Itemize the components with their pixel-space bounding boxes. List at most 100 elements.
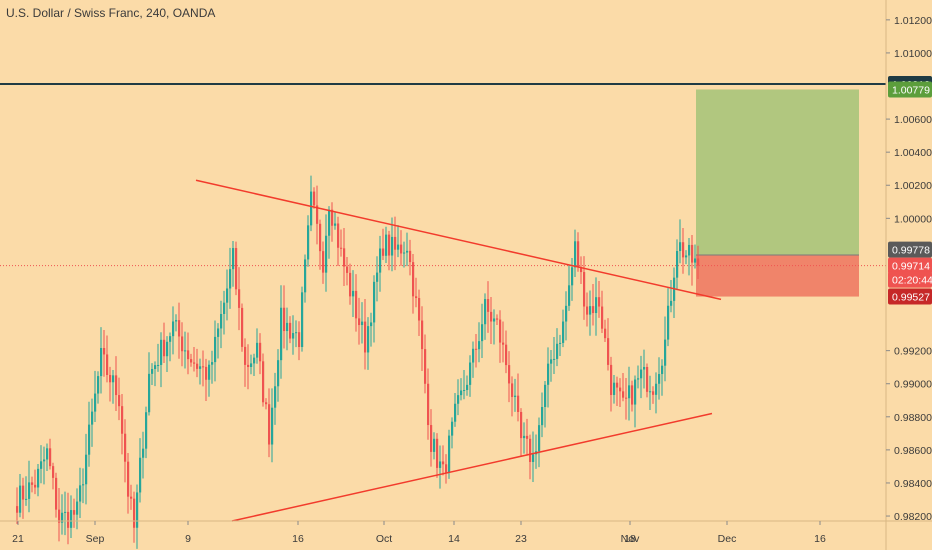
candle xyxy=(121,394,124,455)
candle xyxy=(307,215,310,267)
candle xyxy=(346,256,349,286)
candle-body xyxy=(469,362,472,385)
candle-body xyxy=(295,332,298,334)
candle xyxy=(382,228,385,260)
candle xyxy=(484,293,487,340)
candle xyxy=(67,492,70,545)
candle-body xyxy=(415,296,418,299)
candle-body xyxy=(220,314,223,329)
candle-body xyxy=(448,435,451,473)
candle xyxy=(520,408,523,456)
candle xyxy=(265,398,268,410)
candle-body xyxy=(409,250,412,263)
candle xyxy=(292,315,295,355)
candle xyxy=(694,244,697,269)
candle xyxy=(331,202,334,242)
candle xyxy=(82,468,85,504)
candle xyxy=(682,227,685,274)
candle-body xyxy=(31,482,34,485)
candle xyxy=(361,302,364,344)
candle-body xyxy=(604,328,607,339)
candle-body xyxy=(433,438,436,452)
candle-body xyxy=(619,387,622,392)
candle xyxy=(100,327,103,394)
candle-body xyxy=(379,248,382,273)
candle xyxy=(325,214,328,292)
candle-body xyxy=(679,242,682,252)
candle xyxy=(661,359,664,396)
candle xyxy=(538,417,541,468)
candle-body xyxy=(631,385,634,405)
candle-body xyxy=(151,369,154,374)
candle xyxy=(424,334,427,394)
candle xyxy=(118,377,121,421)
candle-body xyxy=(112,375,115,383)
candle-body xyxy=(592,306,595,314)
candle xyxy=(208,360,211,397)
candle-body xyxy=(166,341,169,357)
candle-body xyxy=(139,457,142,493)
candle-body xyxy=(601,306,604,329)
candle xyxy=(691,234,694,286)
candle-body xyxy=(136,492,139,528)
candle xyxy=(25,476,28,506)
candle-body xyxy=(691,244,694,263)
candle-body xyxy=(589,306,592,315)
candle-body xyxy=(694,258,697,263)
candle xyxy=(322,241,325,284)
candle xyxy=(106,335,109,383)
candle xyxy=(595,277,598,336)
y-tick-label: 1.01200 xyxy=(894,15,932,27)
candle xyxy=(241,303,244,352)
candle-body xyxy=(169,336,172,342)
candle xyxy=(37,463,40,497)
candle xyxy=(613,374,616,404)
candle-body xyxy=(259,342,262,362)
candle-body xyxy=(229,269,232,289)
price-tag-bg xyxy=(888,241,932,258)
candle-body xyxy=(211,362,214,365)
candle-body xyxy=(367,326,370,353)
candle xyxy=(412,253,415,314)
x-tick-label: 9 xyxy=(185,533,191,545)
candle xyxy=(115,356,118,411)
candle xyxy=(205,358,208,402)
candle xyxy=(295,320,298,348)
candle-body xyxy=(568,285,571,306)
candle xyxy=(127,453,130,514)
candle xyxy=(499,310,502,363)
candle xyxy=(217,323,220,359)
candle-body xyxy=(382,248,385,256)
candle xyxy=(229,247,232,309)
candle-body xyxy=(58,509,61,523)
candle-body xyxy=(463,389,466,391)
candle xyxy=(196,348,199,378)
candle xyxy=(646,363,649,398)
candle-body xyxy=(478,341,481,350)
candle-body xyxy=(526,435,529,439)
candle-body xyxy=(523,435,526,439)
candle xyxy=(280,285,283,379)
candle-body xyxy=(583,272,586,307)
candle xyxy=(97,371,100,404)
candle xyxy=(385,226,388,263)
candle-body xyxy=(355,290,358,319)
candle xyxy=(286,307,289,351)
candle-body xyxy=(658,374,661,384)
candle-body xyxy=(25,498,28,500)
candle-body xyxy=(352,290,355,297)
candle-body xyxy=(454,403,457,422)
candle xyxy=(370,312,373,347)
candle-body xyxy=(550,359,553,364)
candle-body xyxy=(316,205,319,224)
candle-body xyxy=(76,501,79,515)
candle xyxy=(34,469,37,495)
candle-body xyxy=(562,321,565,343)
candle-body xyxy=(310,191,313,226)
candle-body xyxy=(244,346,247,365)
candle-body xyxy=(277,360,280,387)
candle-body xyxy=(517,395,520,412)
candle-body xyxy=(187,350,190,360)
